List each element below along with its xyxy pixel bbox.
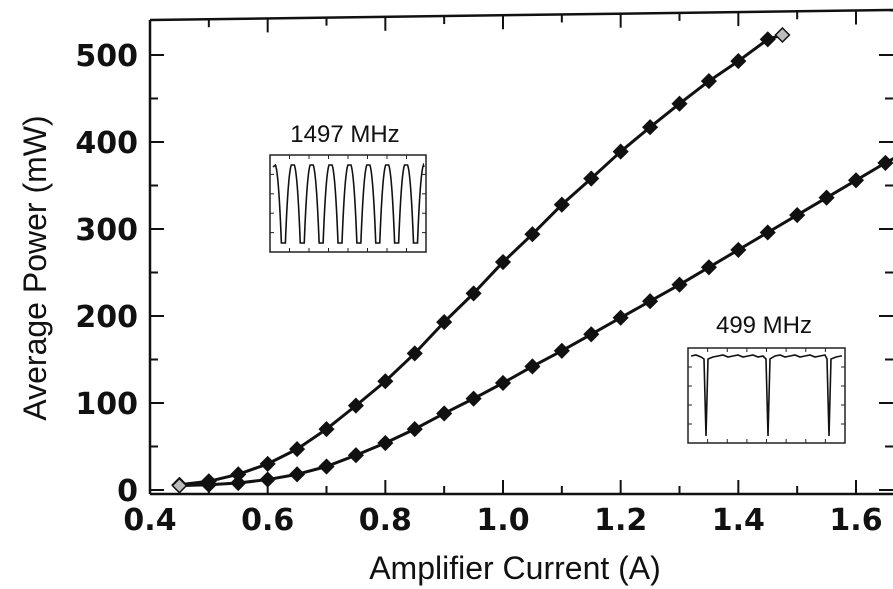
- y-tick-labels: 0 100 200 300 400 500: [75, 39, 138, 509]
- inset-1497-frame: [269, 154, 427, 253]
- data-point: [774, 26, 791, 44]
- x-tick-label: 0.4: [123, 503, 176, 538]
- data-point: [406, 345, 423, 362]
- data-point: [436, 405, 453, 422]
- inset-499-mhz: 499 MHz: [687, 312, 846, 444]
- data-point: [671, 95, 688, 112]
- data-point: [671, 276, 688, 293]
- data-point: [524, 358, 541, 375]
- x-tick-label: 0.6: [241, 503, 294, 538]
- y-tick-label: 200: [75, 300, 138, 335]
- data-point: [759, 31, 776, 48]
- data-point: [347, 447, 364, 464]
- data-point: [553, 342, 570, 359]
- data-point: [318, 421, 335, 438]
- y-tick-label: 300: [75, 213, 138, 248]
- data-point: [789, 207, 806, 224]
- data-point: [700, 259, 717, 276]
- data-point: [318, 458, 335, 475]
- inset-1497-mhz: 1497 MHz: [269, 121, 427, 253]
- data-point: [759, 224, 776, 241]
- data-point: [289, 441, 306, 458]
- data-point: [200, 476, 217, 493]
- data-point: [494, 253, 512, 271]
- data-point: [612, 309, 629, 326]
- y-tick-label: 500: [75, 39, 138, 74]
- inset-499-trace: [690, 354, 842, 437]
- data-point: [847, 172, 865, 189]
- inset-499-title: 499 MHz: [716, 312, 812, 339]
- x-tick-label: 1.6: [829, 503, 882, 538]
- data-point: [377, 373, 394, 390]
- data-point: [377, 434, 394, 452]
- data-point: [289, 466, 306, 483]
- series-0: [171, 26, 791, 493]
- x-tick-label: 1.2: [594, 503, 647, 538]
- data-point: [171, 477, 188, 494]
- series-group: [171, 26, 893, 494]
- plot-frame: [148, 8, 893, 496]
- top-axis-line: [149, 8, 893, 22]
- y-tick-label: 0: [117, 474, 138, 509]
- data-point: [347, 397, 364, 414]
- data-point: [406, 421, 423, 438]
- data-point: [259, 455, 276, 472]
- x-tick-label: 0.8: [359, 503, 412, 538]
- inset-1497-ticks: [270, 155, 426, 252]
- axis-ticks: [149, 10, 893, 494]
- data-point: [494, 374, 512, 392]
- data-point: [612, 143, 629, 160]
- data-point: [524, 226, 541, 243]
- data-point: [818, 189, 835, 206]
- data-point: [730, 241, 747, 258]
- data-point: [465, 285, 482, 302]
- inset-1497-trace: [272, 162, 425, 244]
- data-point: [259, 471, 276, 488]
- x-axis-title: Amplifier Current (A): [369, 550, 661, 586]
- x-tick-label: 1.0: [476, 503, 529, 538]
- inset-1497-title: 1497 MHz: [290, 121, 399, 148]
- data-point: [877, 154, 893, 171]
- data-point: [700, 73, 717, 90]
- data-point: [730, 53, 747, 70]
- y-axis-title: Average Power (mW): [17, 115, 53, 420]
- data-point: [553, 196, 570, 213]
- data-point: [583, 170, 600, 187]
- inset-499-ticks: [688, 348, 845, 443]
- series-line: [179, 33, 783, 487]
- data-point: [465, 390, 482, 407]
- x-tick-labels: 0.4 0.6 0.8 1.0 1.2 1.4 1.6: [123, 503, 882, 538]
- data-point: [642, 119, 659, 136]
- data-point: [436, 314, 453, 331]
- series-1: [171, 154, 893, 494]
- data-point: [583, 326, 600, 343]
- y-tick-label: 100: [75, 387, 138, 422]
- x-tick-label: 1.4: [712, 503, 765, 538]
- y-tick-label: 400: [75, 126, 138, 161]
- data-point: [642, 293, 659, 310]
- data-point: [230, 474, 247, 492]
